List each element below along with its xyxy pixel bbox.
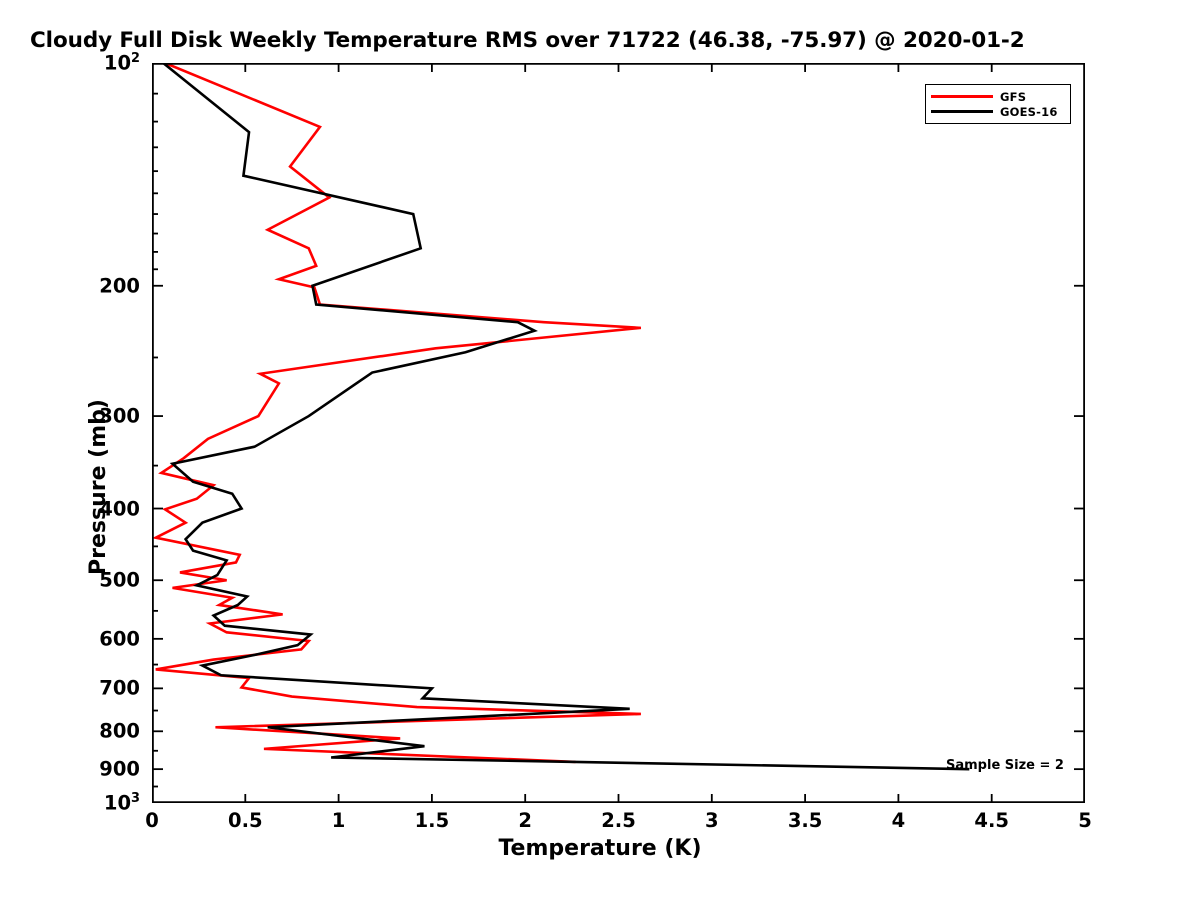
x-tick-label: 4 [891,809,906,832]
y-tick-label: 600 [99,627,140,651]
chart-title: Cloudy Full Disk Weekly Temperature RMS … [30,28,1025,53]
x-axis-label: Temperature (K) [498,836,702,861]
legend-entry-gfs: GFS [931,89,1065,104]
tick-marks [152,63,1085,803]
legend-label-gfs: GFS [1000,89,1027,104]
x-tick-label: 2 [518,809,532,832]
x-tick-label: 1.5 [414,809,450,832]
legend: GFS GOES-16 [925,84,1071,124]
series-layer [152,63,970,771]
x-tick-label: 3.5 [787,809,823,832]
series-line-gfs [152,63,642,764]
y-tick-label: 102 [103,51,140,75]
x-tick-label: 0.5 [228,809,263,832]
plot-area [152,63,1085,803]
x-tick-label: 1 [331,809,346,832]
y-tick-label: 500 [99,568,140,592]
x-tick-label: 4.5 [974,809,1009,832]
y-axis-label: Pressure (mb) [86,399,111,575]
x-tick-label: 3 [705,809,719,832]
legend-swatch-gfs [931,95,993,98]
y-tick-label: 300 [99,404,140,428]
x-tick-label: 0 [145,809,159,832]
legend-label-goes16: GOES-16 [1000,104,1058,119]
y-tick-label: 200 [99,274,140,298]
sample-size-annotation: Sample Size = 2 [946,758,1064,773]
axis-frame-path [152,63,1085,803]
axes-frame [152,63,1085,803]
y-tick-label: 700 [99,676,140,700]
y-tick-label: 400 [99,497,140,521]
series-line-goes-16 [162,63,970,771]
x-tick-label: 5 [1078,809,1092,832]
plot-svg [152,63,1085,803]
y-tick-label: 900 [99,757,140,781]
legend-swatch-goes16 [931,110,993,113]
y-tick-label: 800 [99,719,140,743]
legend-entry-goes16: GOES-16 [931,104,1065,119]
y-tick-label: 103 [103,791,140,815]
x-tick-label: 2.5 [601,809,636,832]
